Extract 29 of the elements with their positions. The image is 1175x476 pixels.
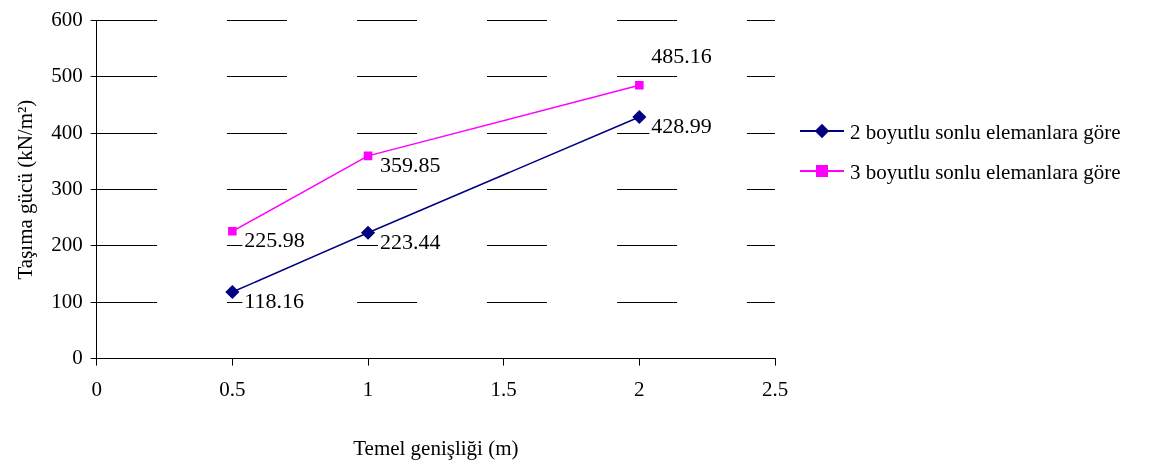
y-tick-label: 100 — [51, 288, 83, 313]
x-tick-label: 1.5 — [490, 376, 517, 401]
x-tick-label: 0 — [91, 376, 102, 401]
legend-label: 2 boyutlu sonlu elemanlara göre — [850, 119, 1122, 146]
data-label: 225.98 — [244, 227, 305, 253]
y-tick-label: 500 — [51, 63, 83, 88]
point — [632, 110, 647, 124]
y-tick-label: 400 — [51, 119, 83, 144]
point — [363, 151, 373, 161]
data-label: 359.85 — [380, 151, 441, 177]
data-label: 428.99 — [651, 112, 712, 138]
data-label: 118.16 — [244, 287, 305, 313]
point — [635, 81, 644, 90]
data-label: 223.44 — [380, 228, 441, 254]
point — [361, 225, 375, 240]
data-label: 485.16 — [651, 43, 712, 69]
y-tick-label: 300 — [51, 176, 83, 201]
y-tick-label: 600 — [51, 7, 83, 32]
x-tick-label: 1 — [362, 376, 374, 401]
y-axis-title: Taşıma gücü (kN/m²) — [13, 99, 38, 280]
point — [228, 227, 237, 236]
y-tick-label: 200 — [51, 232, 83, 257]
point — [225, 285, 240, 299]
x-tick-label: 2 — [634, 376, 645, 401]
x-tick-label: 2.5 — [761, 376, 789, 401]
x-tick-label: 0.5 — [219, 376, 246, 401]
legend-label: 3 boyutlu sonlu elemanlara göre — [850, 159, 1122, 186]
x-axis-title: Temel genişliği (m) — [353, 435, 519, 460]
y-tick-label: 0 — [72, 345, 83, 370]
